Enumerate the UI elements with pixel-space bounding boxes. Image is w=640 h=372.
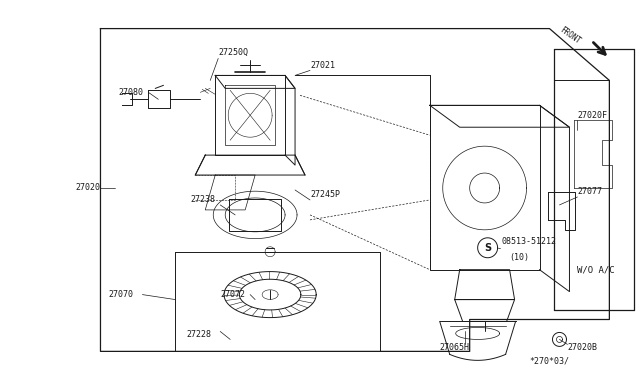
Text: W/O A/C: W/O A/C: [577, 265, 615, 274]
Text: (10): (10): [509, 253, 529, 262]
Text: 27020B: 27020B: [568, 343, 598, 352]
Text: 27070: 27070: [108, 290, 134, 299]
Text: 27077: 27077: [577, 187, 602, 196]
Text: 27250Q: 27250Q: [218, 48, 248, 57]
Text: 27245P: 27245P: [310, 190, 340, 199]
Text: FRONT: FRONT: [557, 25, 582, 46]
Text: 27080: 27080: [118, 88, 143, 97]
Text: 27228: 27228: [186, 330, 211, 339]
Text: 27065H: 27065H: [440, 343, 470, 352]
Text: 08513-51212: 08513-51212: [502, 237, 557, 246]
Text: S: S: [484, 243, 491, 253]
Text: 27021: 27021: [310, 61, 335, 70]
Text: 27020F: 27020F: [577, 111, 607, 120]
Text: 27020: 27020: [76, 183, 100, 192]
Text: *270*03/: *270*03/: [529, 357, 570, 366]
Text: 27072: 27072: [220, 290, 245, 299]
Text: 27238: 27238: [190, 195, 215, 205]
